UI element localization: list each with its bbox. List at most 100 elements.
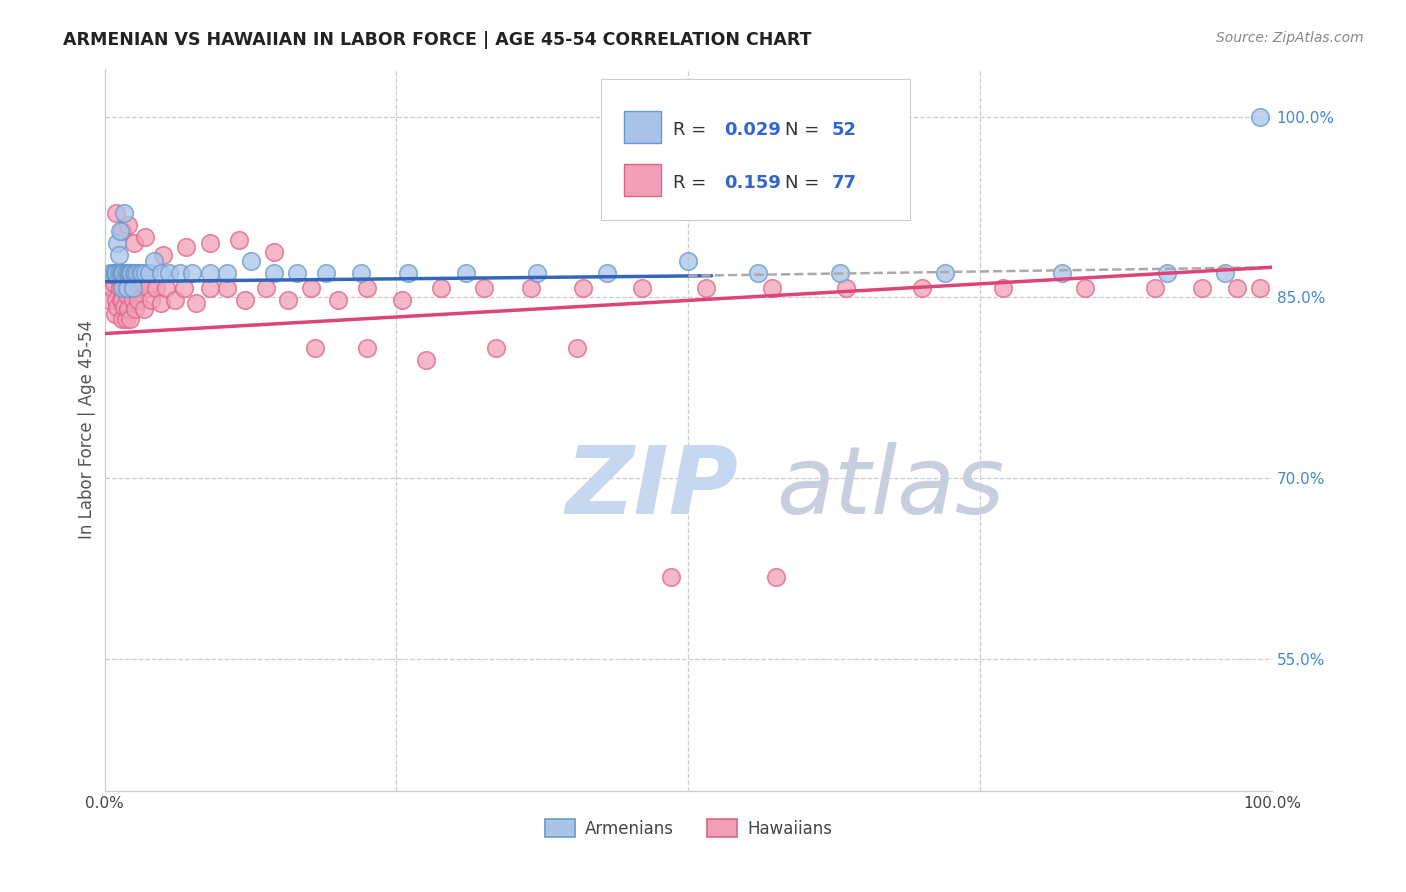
Point <box>176 240 198 254</box>
Point <box>142 254 165 268</box>
Point <box>121 293 143 307</box>
Point <box>111 266 134 280</box>
Point <box>115 288 138 302</box>
Point <box>326 293 349 307</box>
Point <box>430 281 453 295</box>
Point <box>630 281 652 295</box>
Point <box>107 266 129 280</box>
Point <box>239 254 262 268</box>
Point <box>98 293 121 307</box>
Point <box>122 266 145 280</box>
Point <box>356 281 378 295</box>
Point <box>1191 281 1213 295</box>
Point <box>761 281 783 295</box>
Point <box>169 266 191 280</box>
Point <box>157 266 180 280</box>
Point <box>141 293 163 307</box>
Point <box>104 307 127 321</box>
Point <box>124 266 146 280</box>
Point <box>228 233 250 247</box>
Point <box>107 236 129 251</box>
Point <box>572 281 595 295</box>
Point <box>485 341 508 355</box>
Text: R =: R = <box>673 174 711 192</box>
Point <box>1050 266 1073 280</box>
Point <box>396 266 419 280</box>
Point <box>263 266 285 280</box>
Point <box>519 281 541 295</box>
Point <box>934 266 956 280</box>
Text: R =: R = <box>673 121 711 139</box>
Point <box>100 266 122 280</box>
Point <box>107 268 129 283</box>
Point <box>122 276 145 290</box>
Legend: Armenians, Hawaiians: Armenians, Hawaiians <box>538 813 838 845</box>
Point <box>117 218 139 232</box>
Point <box>595 266 617 280</box>
Point <box>678 254 700 268</box>
Point <box>149 296 172 310</box>
Point <box>112 266 135 280</box>
Point <box>105 268 128 283</box>
Point <box>277 293 299 307</box>
Point <box>121 281 143 295</box>
Point <box>198 236 221 251</box>
Point <box>1213 266 1236 280</box>
Point <box>747 266 769 280</box>
Point <box>131 266 153 280</box>
Point <box>456 266 478 280</box>
Point <box>111 312 134 326</box>
Point <box>134 302 156 317</box>
Point <box>127 266 149 280</box>
Point <box>108 224 131 238</box>
Text: atlas: atlas <box>776 442 1004 533</box>
Point <box>835 281 858 295</box>
FancyBboxPatch shape <box>624 164 661 195</box>
Point <box>120 312 142 326</box>
Point <box>1249 110 1271 124</box>
Point <box>110 266 132 280</box>
Text: 0.159: 0.159 <box>724 174 782 192</box>
Point <box>101 266 124 280</box>
Point <box>472 281 495 295</box>
Point <box>134 230 156 244</box>
Point <box>107 300 129 314</box>
Point <box>152 248 174 262</box>
Point <box>828 266 851 280</box>
Point <box>128 266 150 280</box>
Point <box>285 266 308 280</box>
Point <box>391 293 413 307</box>
Point <box>263 244 285 259</box>
Point <box>149 266 172 280</box>
Point <box>122 236 145 251</box>
Point <box>105 293 128 307</box>
Point <box>125 281 148 295</box>
Point <box>315 266 337 280</box>
Point <box>107 248 129 262</box>
Point <box>104 266 127 280</box>
Point <box>173 281 195 295</box>
Point <box>299 281 322 295</box>
Point <box>115 281 138 295</box>
Point <box>118 276 141 290</box>
Point <box>350 266 373 280</box>
Point <box>136 281 159 295</box>
Point <box>114 276 136 290</box>
Point <box>120 266 142 280</box>
Point <box>304 341 326 355</box>
Text: ARMENIAN VS HAWAIIAN IN LABOR FORCE | AGE 45-54 CORRELATION CHART: ARMENIAN VS HAWAIIAN IN LABOR FORCE | AG… <box>63 31 811 49</box>
FancyBboxPatch shape <box>600 79 910 220</box>
Point <box>100 281 122 295</box>
Point <box>120 281 142 295</box>
Point <box>111 224 134 238</box>
Y-axis label: In Labor Force | Age 45-54: In Labor Force | Age 45-54 <box>79 320 96 540</box>
Text: 0.029: 0.029 <box>724 121 782 139</box>
Point <box>110 293 132 307</box>
Point <box>163 293 186 307</box>
Point <box>1144 281 1167 295</box>
Point <box>124 302 146 317</box>
Text: N =: N = <box>785 121 825 139</box>
Point <box>127 293 149 307</box>
Point <box>1156 266 1178 280</box>
Point <box>129 276 152 290</box>
